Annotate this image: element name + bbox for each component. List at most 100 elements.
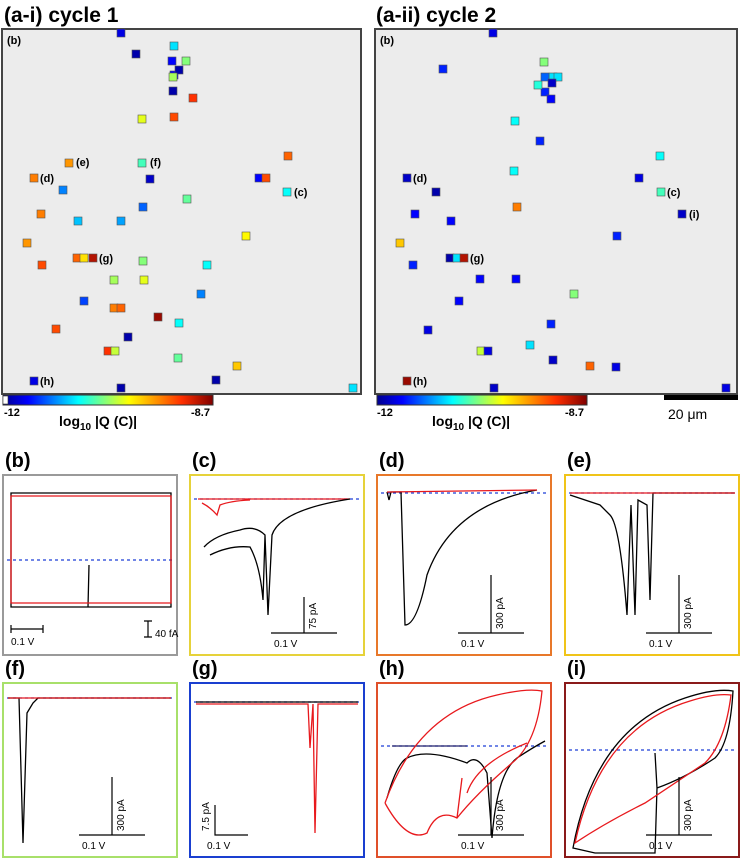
map2-spot (656, 187, 666, 197)
map1-spot (182, 194, 192, 204)
map2-spot (569, 289, 579, 299)
cv-panel-frame (189, 474, 365, 656)
cv-panel-label: (e) (567, 450, 591, 472)
map2-spot (408, 260, 418, 270)
cv-panels: (b) 0.1 V 40 fA (c) 0.1 V 75 pA (d) 0.1 V 300 pA… (2, 450, 740, 858)
map1-spot (109, 275, 119, 285)
cv-trace (384, 689, 543, 836)
map2-spot (410, 209, 420, 219)
map1-spot (174, 65, 184, 75)
map1-spot (139, 275, 149, 285)
cv-panel-frame (376, 682, 552, 858)
map1-spot-label: (h) (40, 376, 54, 388)
map1-spot (261, 173, 271, 183)
cv-panel: (i) 0.1 V 300 pA (564, 658, 740, 858)
map2-spot (540, 87, 550, 97)
cv-trace (569, 492, 735, 616)
colorbar-2-max: -8.7 (565, 407, 584, 419)
map1-labels: (e) (f) (d) (c) (g) (h) (40, 157, 308, 388)
map1-spot (196, 289, 206, 299)
map1-spot (88, 253, 98, 263)
scale-bar (664, 395, 738, 400)
scale-bars (79, 777, 145, 836)
map1-spot (169, 112, 179, 122)
map2-spot (612, 231, 622, 241)
y-scale-label: 75 pA (308, 603, 319, 629)
map2-spot (535, 136, 545, 146)
map1-spot (232, 361, 242, 371)
colorbar-1-title-rest: |Q (C)| (91, 413, 137, 429)
y-scale-label: 300 pA (116, 799, 127, 831)
cv-panel-frame (189, 682, 365, 858)
map2-spot-label: (h) (413, 376, 427, 388)
map1-spot (73, 216, 83, 226)
map2-spot-label: (d) (413, 173, 427, 185)
map2-spot (489, 383, 499, 393)
map1-spot (282, 187, 292, 197)
cv-trace (10, 495, 172, 604)
x-scale-label: 0.1 V (274, 639, 298, 650)
map2-spot (655, 151, 665, 161)
map1-spot (116, 303, 126, 313)
map2-spot (511, 274, 521, 284)
colorbar-1 (2, 394, 214, 406)
map1-spot (131, 49, 141, 59)
map1-spot (116, 383, 126, 393)
map2-spot (402, 376, 412, 386)
map1-spot (22, 238, 32, 248)
map2-spot (512, 202, 522, 212)
cv-panel: (d) 0.1 V 300 pA (376, 450, 552, 656)
cv-panel-label: (b) (5, 450, 31, 472)
map1-spot (36, 209, 46, 219)
map1-spot (211, 375, 221, 385)
cv-panel: (e) 0.1 V 300 pA (564, 450, 740, 656)
x-scale-label: 0.1 V (207, 841, 231, 852)
cv-panel-frame (2, 682, 178, 858)
map1-spot (64, 158, 74, 168)
scale-bar-label: 20 μm (668, 406, 707, 422)
x-scale-label: 0.1 V (461, 841, 485, 852)
x-scale-label: 0.1 V (82, 841, 106, 852)
map2-spot (721, 383, 731, 393)
map1-spot (29, 173, 39, 183)
map1-spot (29, 376, 39, 386)
map2-spot (540, 72, 550, 82)
map1-spot (138, 202, 148, 212)
x-scale-label: 0.1 V (11, 637, 35, 648)
cv-panel-label: (h) (379, 658, 405, 680)
map1-spot (173, 353, 183, 363)
map2-spot (546, 94, 556, 104)
map1-spot (37, 260, 47, 270)
colorbar-1-title: log10 |Q (C)| (59, 413, 137, 433)
map2-spot (525, 340, 535, 350)
cv-trace (196, 703, 358, 834)
map1-spot (110, 346, 120, 356)
map2-spot (553, 72, 563, 82)
cv-panel-label: (d) (379, 450, 405, 472)
y-scale-label: 300 pA (495, 597, 506, 629)
map2-spot (677, 209, 687, 219)
map2-spot (510, 116, 520, 126)
map1-spot (168, 86, 178, 96)
map2-spot (585, 361, 595, 371)
map1-spot (123, 332, 133, 342)
cv-panel: (g) 0.1 V 7.5 pA (189, 658, 365, 858)
map1-frame (1, 28, 362, 395)
map2-spot (423, 325, 433, 335)
cv-panel-frame (2, 474, 178, 656)
scale-bars (646, 777, 712, 836)
map2-spot (459, 253, 469, 263)
map1-spot (137, 114, 147, 124)
colorbar-2 (376, 394, 588, 406)
panel1-title: (a-i) cycle 1 (4, 4, 119, 27)
cv-panel: (c) 0.1 V 75 pA (189, 450, 365, 656)
map1-spot-label: (c) (294, 187, 308, 199)
map2-spot (402, 173, 412, 183)
map1-spot (174, 318, 184, 328)
colorbar-1-max: -8.7 (191, 407, 210, 419)
colorbar-2-title-rest: |Q (C)| (464, 413, 510, 429)
scale-bars (458, 777, 524, 836)
map2-spot (454, 296, 464, 306)
cv-panel-frame (564, 474, 740, 656)
cv-trace (574, 693, 732, 845)
